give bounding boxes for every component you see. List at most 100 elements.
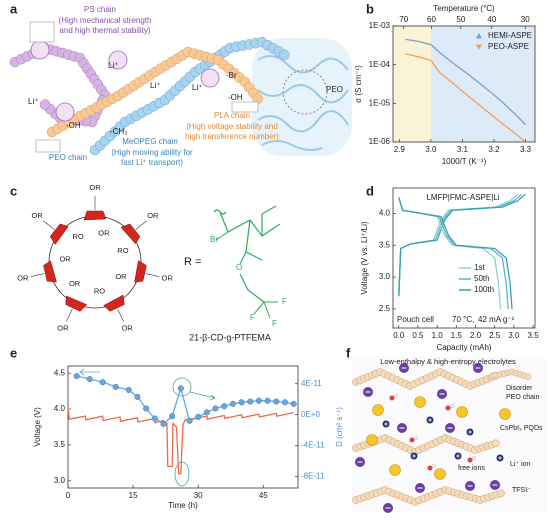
plot-frame [67, 365, 299, 489]
ring-bond [30, 273, 45, 277]
r-equals: R = [184, 256, 201, 268]
data-point [186, 417, 193, 424]
panel-label: b [366, 1, 374, 16]
bead [496, 489, 505, 498]
pqd [434, 468, 446, 480]
series-line [398, 193, 526, 297]
x-tick-label: 30 [194, 491, 203, 500]
free-ions: free ions [458, 465, 485, 472]
x-tick-label: 0.5 [412, 331, 424, 340]
illustrations [9, 21, 546, 513]
data-point [125, 386, 132, 393]
legend-marker [476, 44, 482, 50]
y-tick-label: 2.5 [379, 304, 391, 313]
pqd [456, 406, 468, 418]
li-label: Li⁺ [150, 81, 160, 90]
bead [279, 49, 290, 61]
glucose-unit [65, 295, 88, 312]
legend-label: 50th [474, 274, 490, 283]
legend-marker [476, 33, 482, 39]
annotation: 70 °C, [452, 315, 474, 324]
data-point [195, 413, 202, 421]
x-tick-label: 3.1 [457, 145, 469, 154]
x-tick-label: 3.0 [508, 331, 520, 340]
legend-label: 1st [474, 263, 485, 272]
annotation: 42 mA g⁻¹ [478, 315, 515, 324]
x-tick-label: 3.5 [528, 331, 540, 340]
data-point [203, 409, 210, 416]
x-tick-label: 3.0 [425, 145, 437, 154]
data-point [86, 376, 93, 383]
legend-label: PEO-ASPE [488, 42, 529, 51]
zoom-circle [282, 69, 328, 115]
shading [393, 26, 431, 142]
data-point [134, 393, 141, 400]
y-axis-label: Voltage (V) [33, 407, 42, 447]
f-legend: Disorder [506, 385, 533, 392]
plus-sign [412, 454, 416, 458]
data-point [255, 397, 262, 404]
solvent [389, 395, 395, 401]
solvent [394, 394, 398, 398]
ring-label: RO [72, 232, 83, 241]
legend-label: HEMI-ASPE [488, 31, 532, 40]
plus-sign [498, 456, 502, 460]
x2-tick-label: 60 [427, 15, 436, 24]
x-axis-label: 1000/T (K⁻¹) [442, 157, 487, 166]
bead [491, 439, 500, 448]
legend-label: 100th [474, 285, 494, 294]
pqd [414, 396, 426, 408]
data-point [238, 399, 245, 406]
x2-tick-label: 70 [399, 15, 408, 24]
plus-sign [428, 418, 432, 422]
peo-chain: PEO chain [49, 153, 87, 162]
cluster [200, 68, 220, 88]
solvent [409, 437, 415, 443]
arrow [189, 391, 216, 401]
x2-tick-label: 50 [456, 15, 465, 24]
cluster [55, 102, 75, 122]
pla-desc: high transference number) [185, 132, 279, 141]
data-point [160, 420, 167, 427]
y-axis-label: σ (S cm⁻¹) [354, 65, 363, 103]
x-axis-label: Time (h) [168, 501, 198, 510]
pla-desc: (High voltage stability and [186, 122, 278, 131]
pqd [389, 464, 401, 476]
solvent [414, 436, 418, 440]
x-tick-label: 1.0 [432, 331, 444, 340]
panel-label: d [366, 183, 374, 198]
atom: F [272, 319, 277, 328]
atom: F [250, 313, 255, 322]
y-tick-label: 3.5 [54, 440, 66, 449]
ring-label: RO [117, 246, 128, 255]
meopeg-chain: MeOPEG chain [122, 137, 178, 146]
solvent [432, 464, 436, 468]
ring-label: OR [147, 211, 159, 220]
x-tick-label: 45 [259, 491, 268, 500]
shading [430, 26, 535, 142]
f-legend: Li⁺ ion [510, 461, 531, 468]
y2-tick-label: -4E-11 [301, 441, 325, 450]
ring-label: OR [115, 272, 127, 281]
peo-label: PEO [326, 85, 343, 94]
x-tick-label: 0.0 [393, 331, 405, 340]
glucose-unit [120, 223, 141, 245]
bead [39, 99, 51, 110]
panel-label: c [10, 183, 17, 198]
glucose-unit [49, 223, 69, 245]
x-tick-label: 15 [129, 491, 138, 500]
ring-label: OR [59, 255, 71, 264]
highlight [172, 377, 192, 397]
y-tick-label: 3.0 [379, 272, 391, 281]
ring-label: OR [89, 183, 101, 192]
panel-label: e [10, 345, 17, 360]
ring-label: OR [69, 279, 81, 288]
x-tick-label: 3.2 [488, 145, 500, 154]
panel-f-bg [352, 356, 546, 511]
ps-desc: and high thermal stability) [59, 26, 150, 35]
f-title: Low-enthalpy & high-entropy electrolytes [380, 357, 516, 366]
li-label: Li⁺ [192, 83, 202, 92]
cluster [108, 50, 128, 70]
r-group [213, 205, 281, 303]
